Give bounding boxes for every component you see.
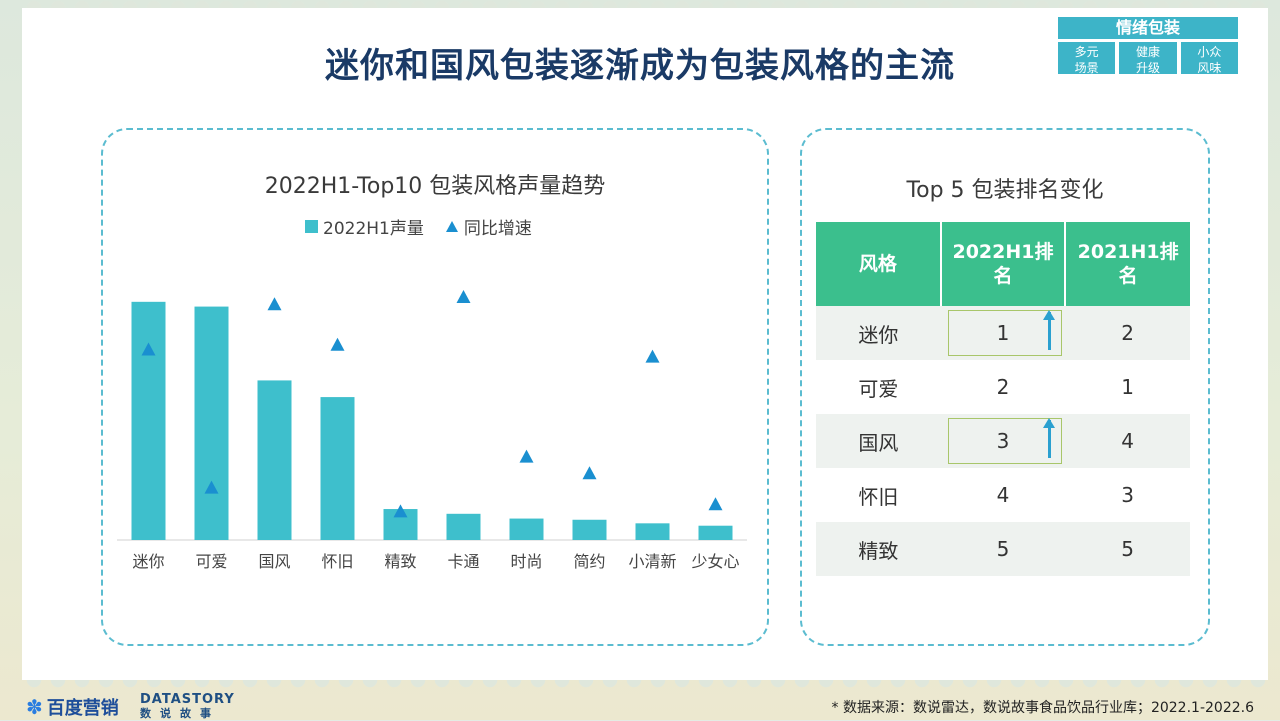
baidu-marketing-logo: ✽ 百度营销 — [26, 695, 119, 719]
bar-迷你 — [131, 301, 166, 540]
ranking-row: 迷你 1 2 — [816, 306, 1190, 360]
header-2022: 2022H1排名 — [940, 222, 1067, 306]
up-arrow-icon — [1043, 310, 1056, 350]
bar-简约 — [572, 519, 607, 540]
x-tick-label: 迷你 — [132, 552, 164, 571]
style-cell: 国风 — [816, 414, 941, 468]
rank-2022-cell: 5 — [940, 522, 1066, 576]
ranking-row: 怀旧 4 3 — [816, 468, 1190, 522]
growth-marker-国风 — [267, 297, 282, 311]
x-tick-label: 可爱 — [195, 552, 227, 571]
chart-title: 2022H1-Top10 包装风格声量趋势 — [264, 174, 606, 199]
rank-2021-cell: 5 — [1065, 522, 1190, 576]
triangle-legend-icon — [445, 221, 458, 232]
rank-2021-cell: 4 — [1065, 414, 1190, 468]
style-cell: 迷你 — [816, 306, 941, 360]
ranking-title: Top 5 包装排名变化 — [906, 178, 1104, 203]
bar-卡通 — [446, 513, 481, 540]
rank-2022-cell: 4 — [996, 483, 1010, 507]
style-cell: 怀旧 — [858, 484, 899, 509]
x-tick-label: 卡通 — [447, 552, 479, 571]
growth-marker-怀旧 — [330, 337, 345, 351]
rank-2021-cell: 1 — [1121, 375, 1135, 399]
tag-head: 情绪包装 — [1058, 17, 1238, 39]
header-2021: 2021H1排名 — [1065, 222, 1190, 306]
bar-chart: 迷你 可爱 国风 怀旧 精致 卡通 时尚 简约 小清新 少女心 — [117, 290, 747, 571]
x-tick-label: 时尚 — [510, 552, 542, 571]
emotion-packaging-tag: 情绪包装 多元 场景 健康 升级 小众 风味 — [1058, 17, 1238, 75]
growth-marker-迷你 — [141, 342, 156, 356]
bar-小清新 — [635, 523, 670, 540]
growth-marker-卡通 — [456, 290, 471, 304]
ranking-row: 可爱 2 1 — [816, 360, 1190, 414]
ranking-row: 精致 5 5 — [816, 522, 1190, 576]
legend-label-volume: 2022H1声量 — [323, 219, 424, 239]
style-cell: 精致 — [816, 522, 941, 576]
rank-2022-cell: 3 — [940, 414, 1066, 468]
chart-legend: 2022H1声量 同比增速 — [305, 214, 532, 239]
data-source-note: * 数据来源：数说雷达，数说故事食品饮品行业库；2022.1-2022.6 — [831, 700, 1254, 716]
ranking-table: 风格 2022H1排名 2021H1排名 迷你 1 2 可爱 2 1 国风 3 4 怀旧 4 3 精致 5… — [816, 222, 1190, 576]
up-arrow-icon — [1043, 418, 1056, 458]
tag-cell: 小众 风味 — [1180, 42, 1238, 75]
x-tick-label: 少女心 — [691, 552, 739, 571]
bar-legend-swatch — [305, 220, 318, 233]
tag-cell: 多元 场景 — [1058, 42, 1116, 75]
baidu-paw-icon: ✽ — [26, 695, 43, 719]
x-tick-label: 简约 — [573, 552, 605, 571]
bar-怀旧 — [320, 397, 355, 540]
growth-marker-可爱 — [204, 480, 219, 494]
growth-marker-简约 — [582, 466, 597, 480]
page-title: 迷你和国风包装逐渐成为包装风格的主流 — [325, 46, 955, 86]
rank-2022-cell: 2 — [996, 375, 1010, 399]
bar-少女心 — [698, 525, 733, 540]
x-tick-label: 小清新 — [628, 552, 676, 571]
x-tick-label: 怀旧 — [321, 552, 353, 571]
rank-2021-cell: 3 — [1121, 483, 1135, 507]
legend-label-growth: 同比增速 — [463, 219, 532, 239]
growth-marker-精致 — [393, 504, 408, 518]
header-style: 风格 — [816, 222, 942, 306]
x-tick-label: 精致 — [384, 552, 416, 571]
bar-国风 — [257, 380, 292, 540]
growth-marker-少女心 — [708, 497, 723, 511]
x-tick-label: 国风 — [258, 552, 290, 571]
style-cell: 可爱 — [858, 376, 899, 401]
tag-cell: 健康 升级 — [1119, 42, 1177, 75]
bar-可爱 — [194, 306, 229, 540]
bar-时尚 — [509, 518, 544, 540]
rank-2021-cell: 2 — [1065, 306, 1190, 360]
datastory-logo: DATASTORY 数说故事 — [140, 692, 235, 720]
growth-marker-时尚 — [519, 449, 534, 463]
growth-marker-小清新 — [645, 349, 660, 363]
rank-2022-cell: 1 — [940, 306, 1066, 360]
ranking-row: 国风 3 4 — [816, 414, 1190, 468]
